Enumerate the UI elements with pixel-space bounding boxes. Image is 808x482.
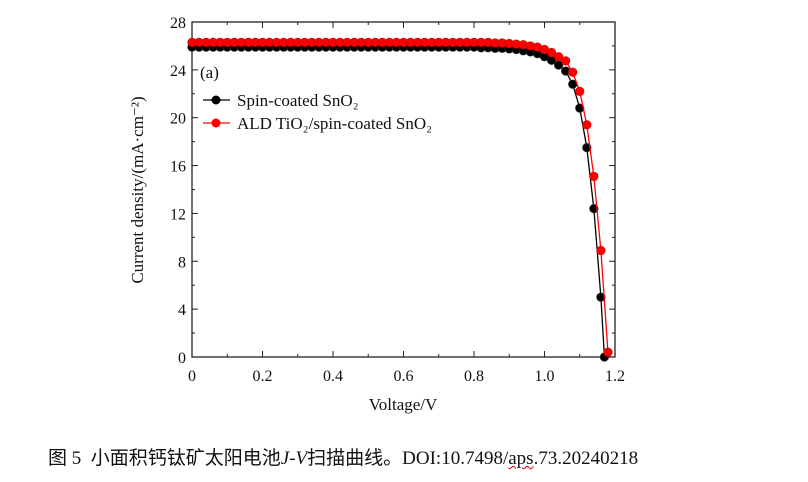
- legend-label-black: Spin-coated SnO₂: [237, 91, 359, 110]
- panel-label: (a): [200, 63, 219, 82]
- y-axis-label: Current density/(mA·cm⁻²): [128, 96, 147, 283]
- y-tick-label: 4: [178, 302, 186, 319]
- data-point-series-0: [575, 103, 585, 113]
- legend-label-red: ALD TiO₂/spin-coated SnO₂: [237, 114, 432, 133]
- plot-frame: [191, 21, 616, 358]
- legend-marker-black: [211, 95, 221, 105]
- series-line-1: [192, 41, 609, 353]
- x-tick-label: 1.0: [535, 368, 555, 385]
- data-point-series-1: [596, 245, 606, 256]
- data-point-series-1: [603, 347, 613, 357]
- y-tick-label: 20: [170, 111, 186, 128]
- caption-jv: J-V: [280, 448, 308, 469]
- data-point-series-1: [561, 56, 571, 66]
- figure-caption: 图 5 小面积钙钛矿太阳电池J-V扫描曲线。DOI:10.7498/aps.73…: [48, 443, 638, 470]
- y-tick-label: 28: [170, 15, 186, 32]
- y-tick-label: 24: [170, 63, 186, 80]
- legend-marker-red: [211, 118, 221, 128]
- data-point-series-0: [582, 143, 592, 153]
- x-tick-label: 0.8: [464, 368, 484, 385]
- caption-doi-aps: aps: [508, 448, 534, 469]
- data-point-series-1: [546, 47, 557, 58]
- data-point-series-0: [589, 204, 599, 214]
- x-tick-label: 0.2: [253, 368, 273, 385]
- x-tick-label: 0: [188, 368, 196, 385]
- x-tick-label: 0.6: [394, 368, 414, 385]
- data-point-series-1: [553, 52, 564, 62]
- data-point-series-1: [582, 120, 592, 130]
- jv-chart: 0 0.2 0.4 0.6 0.8 1.0 1.2 0 4 8 12 16 20 24 28 (a) Spi…: [128, 15, 625, 414]
- legend: Spin-coated SnO₂ ALD TiO₂/spin-coated Sn…: [203, 91, 432, 133]
- y-tick-label: 16: [170, 159, 186, 176]
- caption-text: 小面积钙钛矿太阳电池: [90, 448, 281, 469]
- data-point-series-1: [589, 171, 599, 181]
- data-point-series-1: [568, 67, 578, 77]
- y-tick-label: 12: [170, 206, 186, 223]
- data-point-series-0: [596, 292, 606, 302]
- figure-number: 图 5: [48, 448, 82, 469]
- x-axis-label: Voltage/V: [369, 395, 438, 414]
- x-tick-label: 0.4: [323, 368, 343, 385]
- data-point-series-1: [575, 86, 585, 96]
- x-tick-label: 1.2: [605, 368, 625, 385]
- caption-doi-tail: .73.20240218: [533, 448, 639, 469]
- caption-text-after: 扫描曲线。DOI:10.7498/: [307, 448, 509, 469]
- y-tick-label: 8: [178, 254, 186, 271]
- plot-area: 0 0.2 0.4 0.6 0.8 1.0 1.2 0 4 8 12 16 20 24 28: [170, 15, 625, 385]
- y-tick-label: 0: [178, 350, 186, 367]
